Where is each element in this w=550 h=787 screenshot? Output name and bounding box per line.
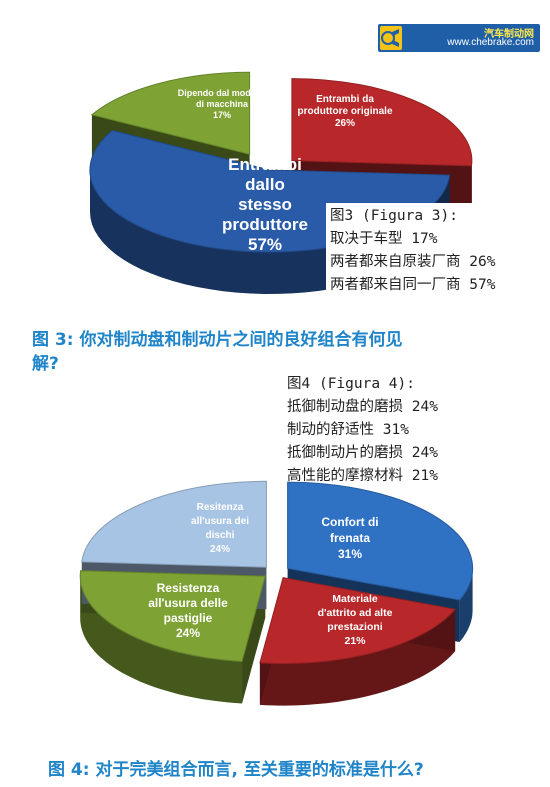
legend-line: 图3 (Figura 3): — [330, 208, 458, 224]
caption-line: 图 4: 对于完美组合而言, 至关重要的标准是什么? — [48, 760, 424, 780]
pie-slice — [291, 78, 473, 167]
slice-label: Dipendo dal modello di macchina 17% — [178, 88, 267, 120]
legend-line: 两者都来自同一厂商 57% — [330, 277, 496, 293]
slice-label: Resistenza all'usura delle pastiglie 24% — [148, 581, 228, 640]
legend-line: 取决于车型 17% — [330, 231, 438, 247]
pie-slice — [287, 481, 474, 601]
legend-figure-3: 图3 (Figura 3): 取决于车型 17% 两者都来自原装厂商 26% 两… — [326, 203, 550, 299]
pie-slice — [90, 71, 251, 155]
pie-slice-side — [80, 576, 242, 704]
legend-line: 高性能的摩擦材料 21% — [287, 468, 438, 484]
legend-line: 两者都来自原装厂商 26% — [330, 254, 496, 270]
legend-line: 抵御制动片的磨损 24% — [287, 445, 438, 461]
slice-label: Materiale d'attrito ad alte prestazioni 21% — [318, 593, 393, 647]
brake-logo-icon — [380, 26, 402, 50]
logo-url: www.chebrake.com — [447, 37, 534, 48]
pie-slice — [259, 577, 457, 665]
slice-label: Entrambi dallo stesso produttore 57% — [222, 155, 308, 254]
caption-line: 图 3: 你对制动盘和制动片之间的良好组合有何见 — [32, 330, 403, 350]
pie-slice — [81, 480, 267, 568]
legend-figure-4: 图4 (Figura 4): 抵御制动盘的磨损 24% 制动的舒适性 31% 抵… — [285, 373, 529, 488]
caption-line: 解? — [32, 354, 59, 374]
slice-label: Entrambi da produttore originale 26% — [298, 94, 393, 129]
slice-label: Confort di frenata 31% — [321, 515, 378, 561]
pie-chart-figure-4: Confort di frenata 31% Materiale d'attrito a… — [79, 480, 474, 706]
caption-figure-4: 图 4: 对于完美组合而言, 至关重要的标准是什么? — [48, 758, 538, 782]
legend-line: 抵御制动盘的磨损 24% — [287, 399, 438, 415]
pie-slice — [79, 570, 266, 663]
logo-name: 汽车制动网 — [484, 29, 534, 40]
pie-slice-side — [459, 568, 473, 642]
caption-figure-3: 图 3: 你对制动盘和制动片之间的良好组合有何见 解? — [32, 328, 522, 376]
pie-slice-side — [259, 609, 456, 706]
legend-line: 制动的舒适性 31% — [287, 422, 409, 438]
site-logo[interactable]: 汽车制动网 www.chebrake.com — [378, 24, 540, 52]
slice-label: Resitenza all'usura dei dischi 24% — [191, 502, 249, 555]
legend-line: 图4 (Figura 4): — [287, 376, 415, 392]
